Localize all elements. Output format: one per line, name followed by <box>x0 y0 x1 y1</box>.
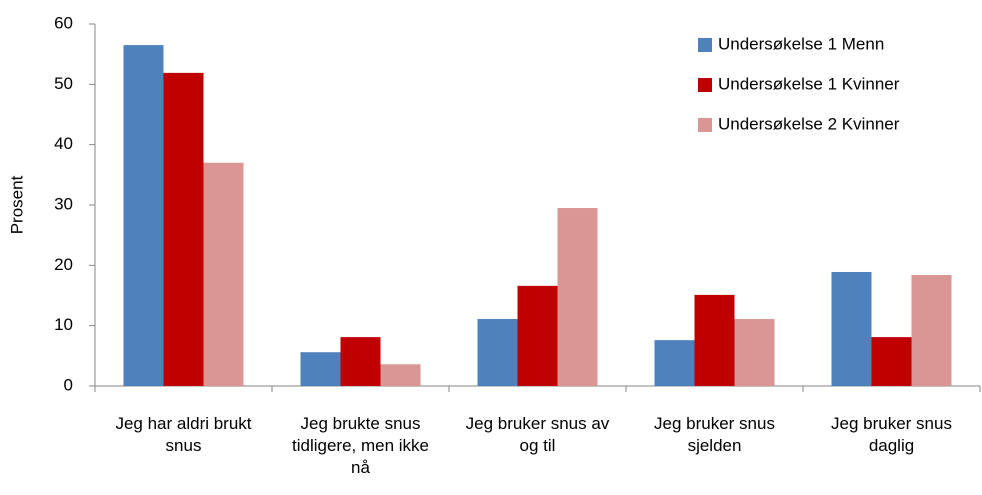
bar <box>203 162 244 386</box>
bar <box>477 319 518 386</box>
x-tick-label: Jeg bruker snus sjelden <box>654 414 775 455</box>
bar <box>871 337 912 386</box>
y-tick-label: 10 <box>54 315 73 334</box>
bar <box>654 340 695 386</box>
legend-swatch <box>698 38 712 52</box>
legend-label: Undersøkelse 1 Menn <box>718 34 884 53</box>
bar <box>557 208 598 386</box>
bar <box>831 271 872 386</box>
legend-label: Undersøkelse 1 Kvinner <box>718 74 900 93</box>
legend-swatch <box>698 78 712 92</box>
bar <box>694 294 735 386</box>
y-tick-label: 60 <box>54 13 73 32</box>
bar <box>517 285 558 386</box>
y-tick-label: 0 <box>64 375 73 394</box>
bar <box>300 352 341 386</box>
y-tick-label: 30 <box>54 194 73 213</box>
y-tick-label: 40 <box>54 134 73 153</box>
y-tick-label: 20 <box>54 255 73 274</box>
legend-swatch <box>698 118 712 132</box>
bar <box>911 274 952 386</box>
x-tick-label: Jeg har aldri brukt snus <box>115 414 252 455</box>
bar <box>734 319 775 386</box>
bar <box>123 45 164 386</box>
bar <box>163 72 204 387</box>
legend-label: Undersøkelse 2 Kvinner <box>718 114 900 133</box>
x-tick-label: Jeg bruker snus daglig <box>831 414 952 455</box>
y-axis-label: Prosent <box>7 175 26 234</box>
y-tick-label: 50 <box>54 74 73 93</box>
bar <box>340 337 381 386</box>
bar <box>380 364 421 386</box>
x-tick-label: Jeg bruker snus av og til <box>465 414 610 455</box>
x-tick-label: Jeg brukte snus tidligere, men ikke nå <box>291 414 429 477</box>
